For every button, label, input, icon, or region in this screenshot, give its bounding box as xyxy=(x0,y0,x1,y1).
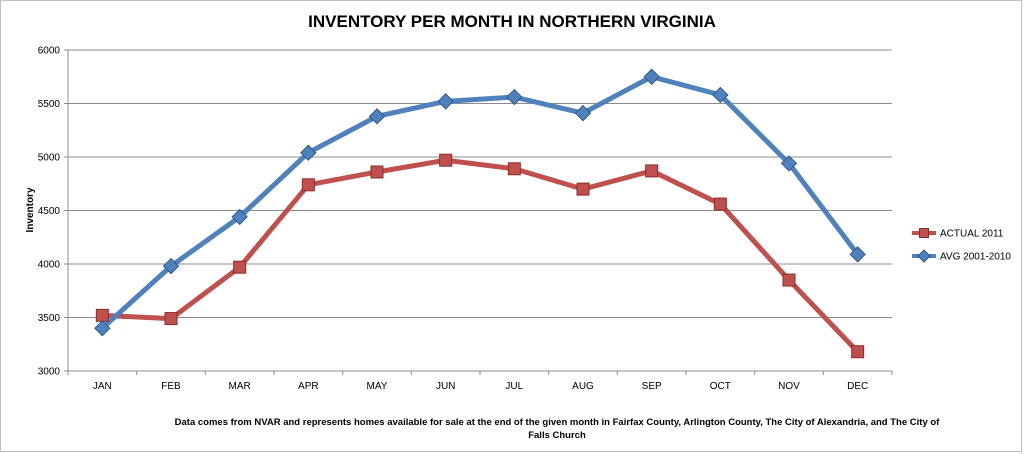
data-point xyxy=(370,165,384,179)
x-tick-labels: JAN FEB MAR APR MAY JUN JUL AUG SEP OCT NOV DEC xyxy=(93,381,868,392)
y-tick-label: 4000 xyxy=(38,260,61,271)
x-tick-label: APR xyxy=(298,381,319,392)
x-tick-label: NOV xyxy=(778,381,800,392)
data-point xyxy=(574,104,592,122)
x-tick-label: JUL xyxy=(505,381,523,392)
x-tick-label: AUG xyxy=(572,381,594,392)
x-tick-label: OCT xyxy=(710,381,731,392)
y-tick-label: 6000 xyxy=(38,46,61,57)
data-point xyxy=(919,228,929,238)
data-point xyxy=(645,164,659,178)
x-tick-label: SEP xyxy=(642,381,662,392)
gridlines xyxy=(68,49,892,318)
data-point xyxy=(712,86,729,104)
footnote: Data comes from NVAR and represents home… xyxy=(175,417,941,441)
x-tick-label: MAR xyxy=(229,381,251,392)
data-point xyxy=(231,208,248,226)
data-point xyxy=(780,155,798,172)
data-point xyxy=(849,246,866,263)
data-point xyxy=(713,197,727,211)
data-point xyxy=(300,144,317,161)
data-point xyxy=(439,153,453,167)
data-point xyxy=(233,260,247,274)
series-line xyxy=(99,157,861,355)
data-point xyxy=(164,312,178,326)
data-point xyxy=(643,68,660,85)
data-point xyxy=(301,178,315,192)
y-tick-label: 5500 xyxy=(38,99,61,110)
x-tick-label: DEC xyxy=(847,381,868,392)
data-point xyxy=(162,257,180,275)
x-tick-label: FEB xyxy=(161,381,181,392)
data-point xyxy=(437,93,454,110)
data-point xyxy=(506,88,523,106)
y-tick-labels: 3000 3500 4000 4500 5000 5500 6000 xyxy=(38,46,61,378)
data-point xyxy=(851,345,865,359)
y-axis-label: Inventory xyxy=(25,187,36,232)
series-lines xyxy=(94,68,866,359)
y-tick-label: 5000 xyxy=(38,153,61,164)
data-point xyxy=(368,108,386,125)
legend: ACTUAL 2011 AVG 2001-2010 xyxy=(912,228,1011,263)
data-point xyxy=(782,273,796,287)
y-tick-label: 4500 xyxy=(38,206,61,217)
data-point xyxy=(94,319,111,337)
footnote-line: Data comes from NVAR and represents home… xyxy=(175,417,941,428)
legend-label: AVG 2001-2010 xyxy=(940,252,1011,263)
data-point xyxy=(576,182,590,196)
x-tick-label: JUN xyxy=(436,381,455,392)
x-tick-label: JAN xyxy=(93,381,112,392)
footnote-line: Falls Church xyxy=(528,430,586,441)
series-line xyxy=(99,74,861,331)
y-tick-label: 3500 xyxy=(38,313,61,324)
data-point xyxy=(95,308,109,322)
axes xyxy=(64,49,893,375)
chart-title: INVENTORY PER MONTH IN NORTHERN VIRGINIA xyxy=(308,12,716,31)
y-tick-label: 3000 xyxy=(38,367,61,378)
x-tick-label: MAY xyxy=(367,381,388,392)
data-point xyxy=(917,249,931,263)
legend-label: ACTUAL 2011 xyxy=(940,229,1004,240)
data-point xyxy=(507,162,521,176)
